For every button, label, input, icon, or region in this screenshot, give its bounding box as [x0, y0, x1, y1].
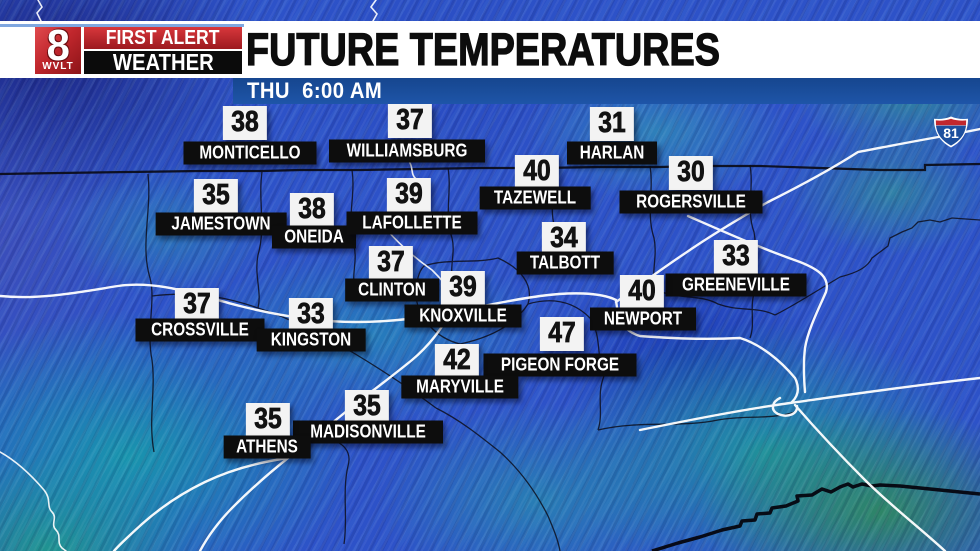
interstate-number: 81: [943, 125, 959, 141]
temperature-value: 40: [619, 275, 665, 309]
timestamp-text: THU 6:00 AM: [247, 78, 383, 103]
city-name: MARYVILLE: [401, 375, 519, 399]
station-logo-brand: FIRST ALERT WEATHER: [84, 27, 242, 74]
station-call-letters: WVLT: [42, 60, 74, 72]
channel-number: 8: [46, 20, 70, 70]
city-name: WILLIAMSBURG: [329, 139, 485, 163]
weather-label: WEATHER: [84, 51, 242, 74]
temperature-value: 30: [668, 156, 714, 190]
city-name: MONTICELLO: [183, 141, 317, 165]
station-logo: 8 WVLT FIRST ALERT WEATHER: [35, 20, 242, 74]
temperature-value: 42: [434, 344, 480, 378]
banner-accent-line: [0, 24, 244, 27]
temperature-value: 35: [344, 390, 390, 424]
temperature-value: 38: [289, 193, 335, 227]
city-name: ONEIDA: [271, 225, 357, 249]
city-name: ROGERSVILLE: [619, 190, 763, 214]
temperature-value: 35: [193, 179, 239, 213]
temperature-value: 31: [589, 107, 635, 141]
temperature-value: 47: [539, 317, 585, 351]
city-name: TALBOTT: [516, 251, 614, 275]
temperature-value: 34: [541, 222, 587, 256]
city-name: ATHENS: [223, 435, 311, 459]
city-name: PIGEON FORGE: [483, 353, 637, 377]
temperature-value: 37: [368, 246, 414, 280]
first-alert-label: FIRST ALERT: [84, 27, 242, 49]
temperature-value: 39: [440, 271, 486, 305]
temperature-value: 38: [222, 106, 268, 140]
city-name: LAFOLLETTE: [346, 211, 478, 235]
temperature-value: 37: [174, 288, 220, 322]
temperature-value: 33: [288, 298, 334, 332]
timestamp-bar: THU 6:00 AM: [233, 78, 980, 104]
temperature-value: 37: [387, 104, 433, 138]
city-name: NEWPORT: [590, 307, 696, 331]
city-name: JAMESTOWN: [155, 212, 287, 236]
page-title: FUTURE TEMPERATURES: [245, 23, 720, 75]
shield-red-band: [935, 118, 967, 126]
city-name: KNOXVILLE: [404, 304, 522, 328]
temperature-value: 40: [514, 155, 560, 189]
city-name: CROSSVILLE: [135, 318, 265, 342]
temperature-value: 35: [245, 403, 291, 437]
temperature-value: 39: [386, 178, 432, 212]
city-name: CLINTON: [345, 278, 439, 302]
city-name: MADISONVILLE: [292, 420, 444, 444]
city-name: GREENEVILLE: [665, 273, 807, 297]
shield-blue-body: [936, 125, 966, 146]
city-name: KINGSTON: [256, 328, 366, 352]
city-name: TAZEWELL: [479, 186, 591, 210]
station-logo-channel-box: 8 WVLT: [35, 20, 81, 74]
city-name: HARLAN: [567, 141, 657, 165]
temperature-value: 33: [713, 240, 759, 274]
interstate-81-shield: 81: [933, 116, 969, 148]
